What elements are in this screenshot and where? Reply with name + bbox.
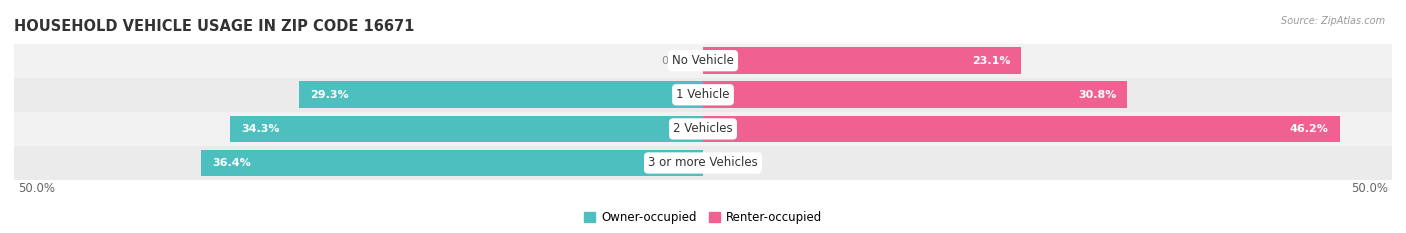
Bar [299,82,703,108]
Text: 50.0%: 50.0% [18,182,55,195]
Bar [703,82,1128,108]
Text: 0.0%: 0.0% [661,56,689,66]
Bar [703,116,1340,142]
Text: 36.4%: 36.4% [212,158,252,168]
Text: 0.0%: 0.0% [717,158,745,168]
Text: 30.8%: 30.8% [1078,90,1116,100]
Text: HOUSEHOLD VEHICLE USAGE IN ZIP CODE 16671: HOUSEHOLD VEHICLE USAGE IN ZIP CODE 1667… [14,19,415,34]
Text: 29.3%: 29.3% [311,90,349,100]
Text: 23.1%: 23.1% [972,56,1011,66]
Text: No Vehicle: No Vehicle [672,54,734,67]
Text: 50.0%: 50.0% [1351,182,1388,195]
Legend: Owner-occupied, Renter-occupied: Owner-occupied, Renter-occupied [579,206,827,229]
Text: 2 Vehicles: 2 Vehicles [673,122,733,135]
Bar [14,44,1392,78]
Bar [14,112,1392,146]
Bar [14,146,1392,180]
Bar [14,78,1392,112]
Text: 1 Vehicle: 1 Vehicle [676,88,730,101]
Bar [231,116,703,142]
Text: Source: ZipAtlas.com: Source: ZipAtlas.com [1281,16,1385,26]
Text: 34.3%: 34.3% [242,124,280,134]
Text: 46.2%: 46.2% [1289,124,1329,134]
Bar [703,47,1021,74]
Text: 3 or more Vehicles: 3 or more Vehicles [648,157,758,169]
Bar [201,150,703,176]
